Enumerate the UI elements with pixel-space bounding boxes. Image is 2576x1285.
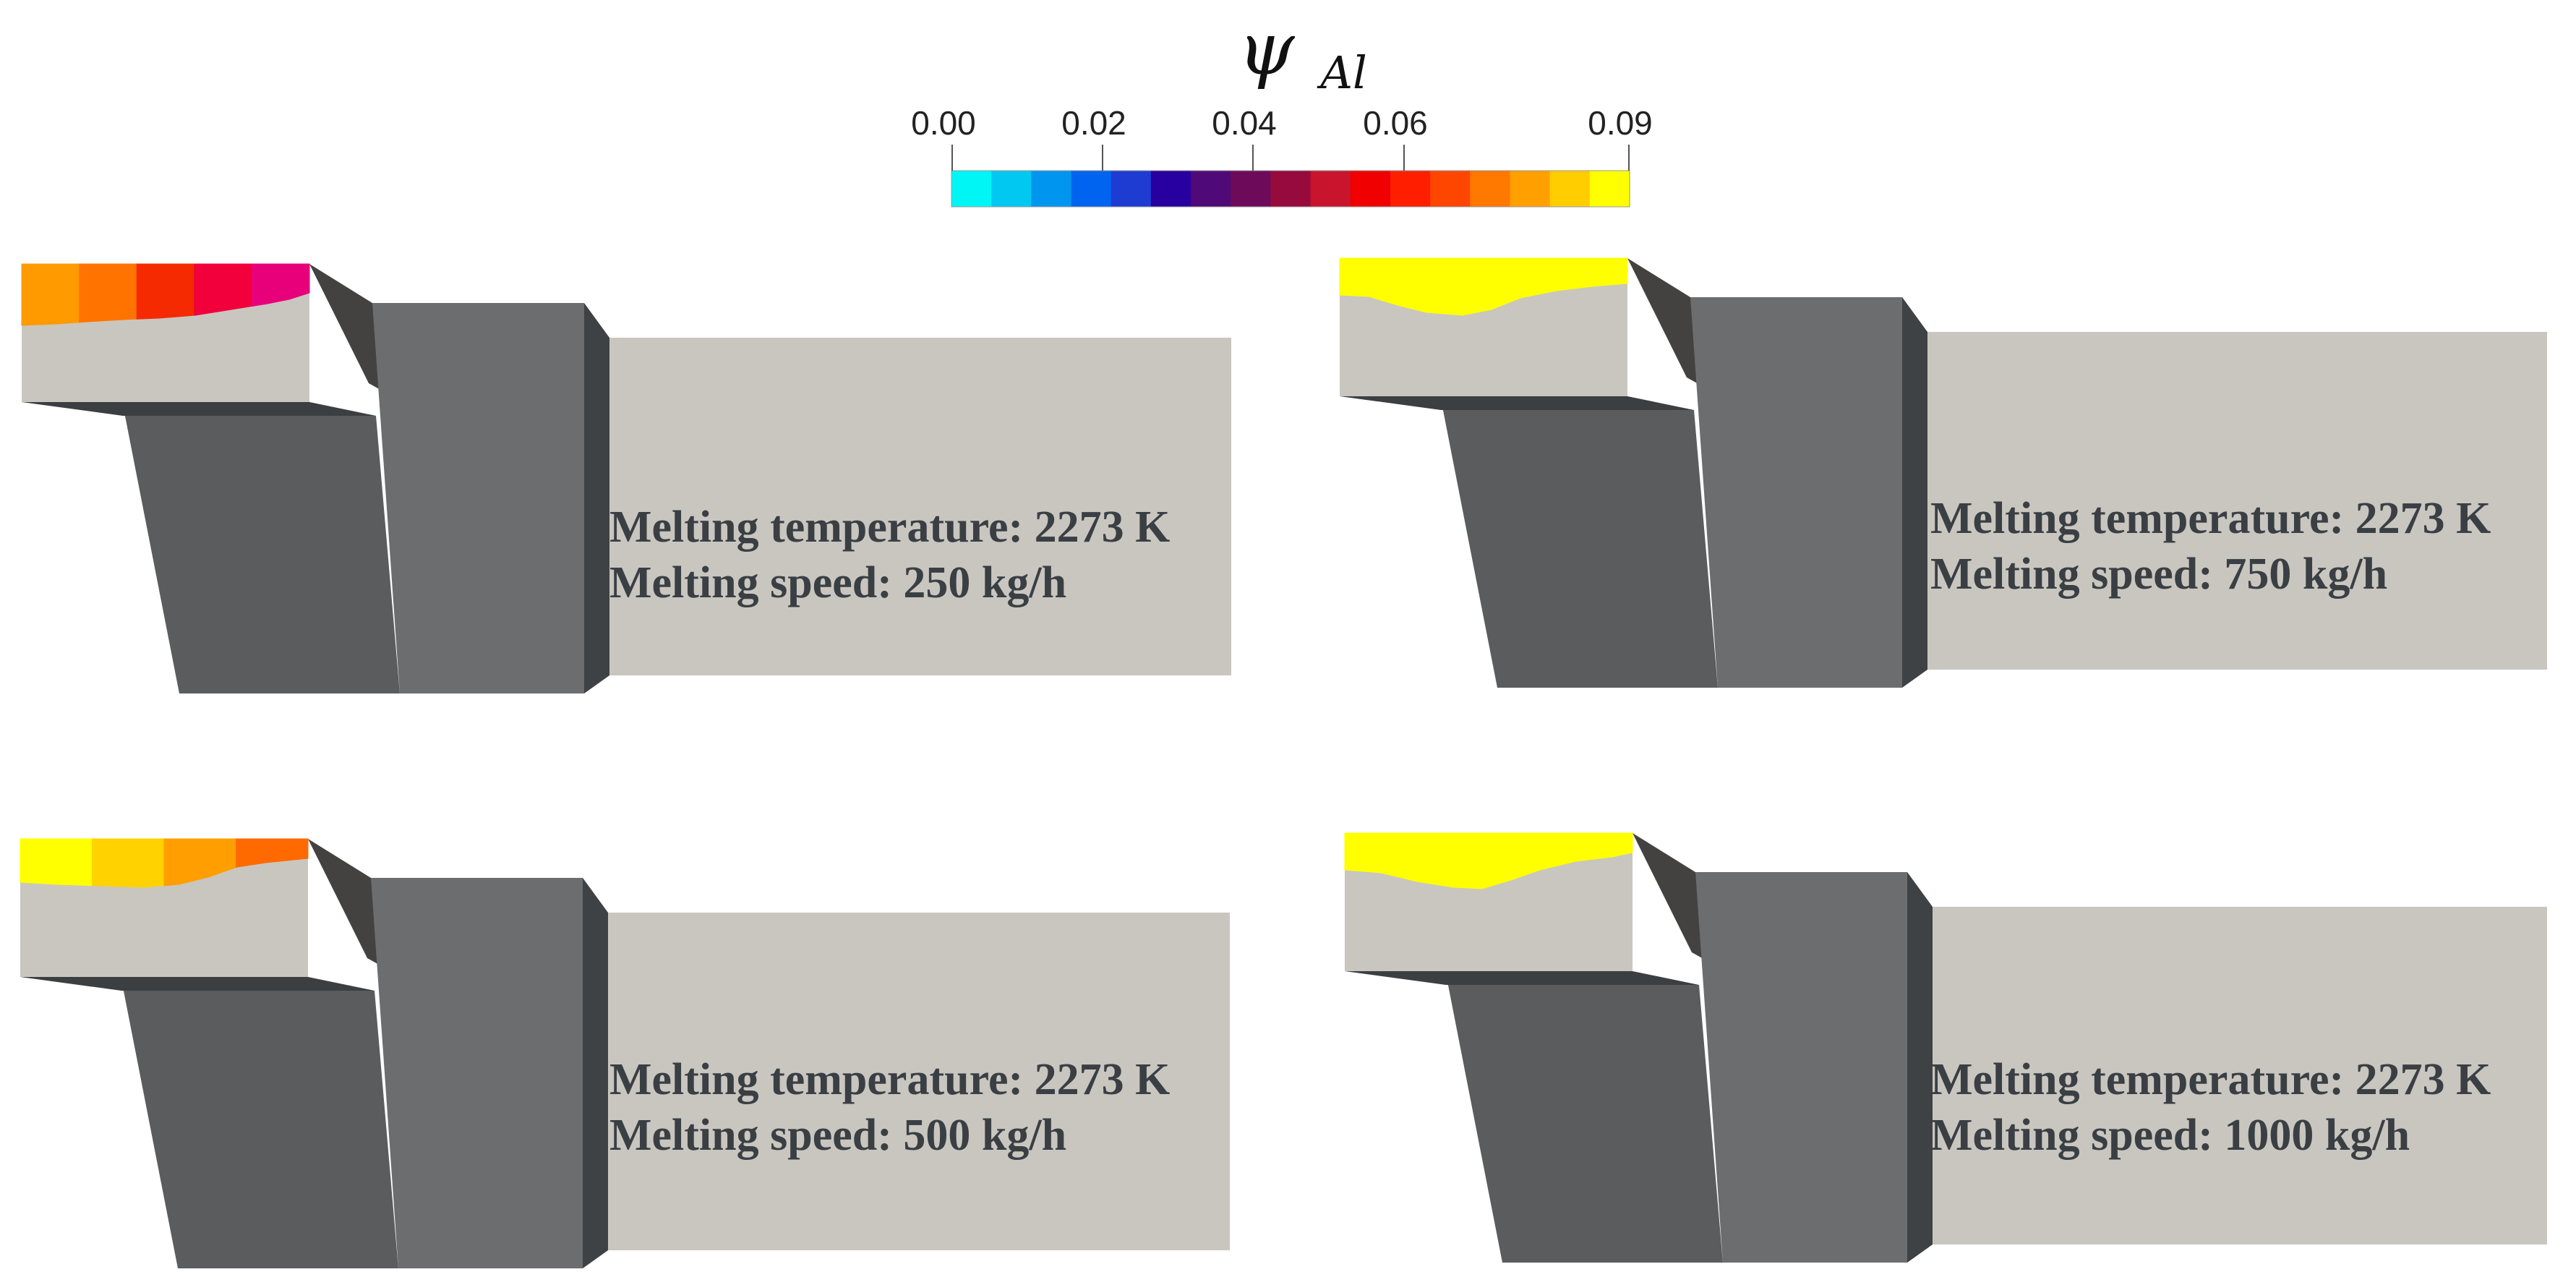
melt-concentration-band [20, 838, 309, 888]
melt-concentration-cell [251, 263, 310, 307]
case-temperature-label: Melting temperature: 2273 K [609, 503, 1170, 552]
tundish-side-wall [1695, 872, 1907, 1263]
colorbar-segment [991, 171, 1032, 207]
case-speed-label: Melting speed: 250 kg/h [609, 558, 1066, 607]
case-speed-label: Melting speed: 500 kg/h [609, 1111, 1066, 1160]
melt-concentration-cell [1344, 832, 1633, 889]
colorbar-tick-label: 0.06 [1363, 104, 1428, 142]
colorbar-segment [1390, 171, 1431, 207]
panel-case-1: Melting temperature: 2273 K Melting spee… [21, 263, 1231, 693]
melt-concentration-cell [194, 263, 252, 316]
melt-concentration-band [1344, 832, 1633, 889]
tundish-side-wall [1690, 297, 1902, 688]
colorbar-segment [1549, 171, 1591, 207]
colorbar-subscript: Al [1317, 46, 1367, 99]
tundish-outlet-face [608, 913, 1230, 1250]
tundish-wall-edge [583, 878, 608, 1268]
colorbar-tick-label: 0.04 [1212, 104, 1277, 142]
colorbar-segment [1191, 171, 1232, 207]
melt-concentration-cell [1339, 257, 1628, 316]
tundish-top-shadow [20, 977, 375, 991]
tundish-bottom-wall [123, 405, 400, 693]
colorbar-segment [1310, 171, 1351, 207]
tundish-outlet-face [1933, 907, 2547, 1245]
melt-concentration-band [1339, 257, 1628, 316]
case-temperature-label: Melting temperature: 2273 K [609, 1055, 1170, 1104]
tundish-side-wall [371, 878, 583, 1268]
colorbar-segment [1111, 171, 1152, 207]
colorbar-segment [1150, 171, 1191, 207]
melt-concentration-cell [20, 838, 93, 887]
colorbar-title: ψ Al [1238, 7, 1367, 99]
colorbar-tick-label: 0.00 [911, 104, 976, 142]
tundish-top-shadow [22, 402, 376, 416]
panel-case-2: Melting temperature: 2273 K Melting spee… [1339, 257, 2547, 688]
colorbar-segment [1270, 171, 1311, 207]
case-speed-label: Melting speed: 1000 kg/h [1930, 1111, 2410, 1160]
melt-concentration-band [21, 263, 310, 326]
colorbar-symbol: ψ [1238, 7, 1296, 91]
tundish-wall-edge [584, 303, 609, 693]
tundish-wall-edge [1907, 872, 1933, 1263]
colorbar-segment [1589, 171, 1630, 207]
case-temperature-label: Melting temperature: 2273 K [1930, 1055, 2491, 1104]
melt-concentration-cell [92, 838, 165, 888]
tundish-wall-edge [1902, 297, 1927, 688]
case-speed-label: Melting speed: 750 kg/h [1930, 550, 2387, 599]
panel-case-3: Melting temperature: 2273 K Melting spee… [20, 838, 1230, 1268]
colorbar-segment [951, 171, 992, 207]
colorbar-segment [1071, 171, 1112, 207]
tundish-bottom-wall [121, 980, 398, 1268]
case-temperature-label: Melting temperature: 2273 K [1930, 494, 2491, 543]
tundish-bottom-wall [1446, 974, 1723, 1263]
colorbar-tick-label: 0.02 [1061, 104, 1126, 142]
tundish-outlet-face [1927, 332, 2547, 670]
colorbar-segment [1031, 171, 1072, 207]
melt-concentration-cell [236, 838, 309, 868]
tundish-top-shadow [1345, 971, 1699, 985]
melt-concentration-cell [136, 263, 195, 320]
colorbar-segment [1350, 171, 1391, 207]
colorbar-gradient [951, 171, 1630, 207]
colorbar-segment [1470, 171, 1511, 207]
colorbar-frame [951, 170, 1630, 208]
colorbar-segment [1231, 171, 1272, 207]
tundish-top-shadow [1340, 396, 1694, 410]
tundish-outlet-face [609, 338, 1231, 675]
colorbar-tick-label: 0.09 [1588, 104, 1653, 142]
panel-case-4: Melting temperature: 2273 K Melting spee… [1344, 832, 2547, 1263]
colorbar: ψ Al 0.00 0.02 0.04 0.06 0.09 [911, 7, 1653, 208]
tundish-side-wall [372, 303, 584, 693]
tundish-bottom-wall [1441, 399, 1718, 688]
melt-concentration-cell [79, 263, 137, 323]
colorbar-segment [1510, 171, 1551, 207]
colorbar-segment [1430, 171, 1471, 207]
melt-concentration-cell [21, 263, 80, 326]
